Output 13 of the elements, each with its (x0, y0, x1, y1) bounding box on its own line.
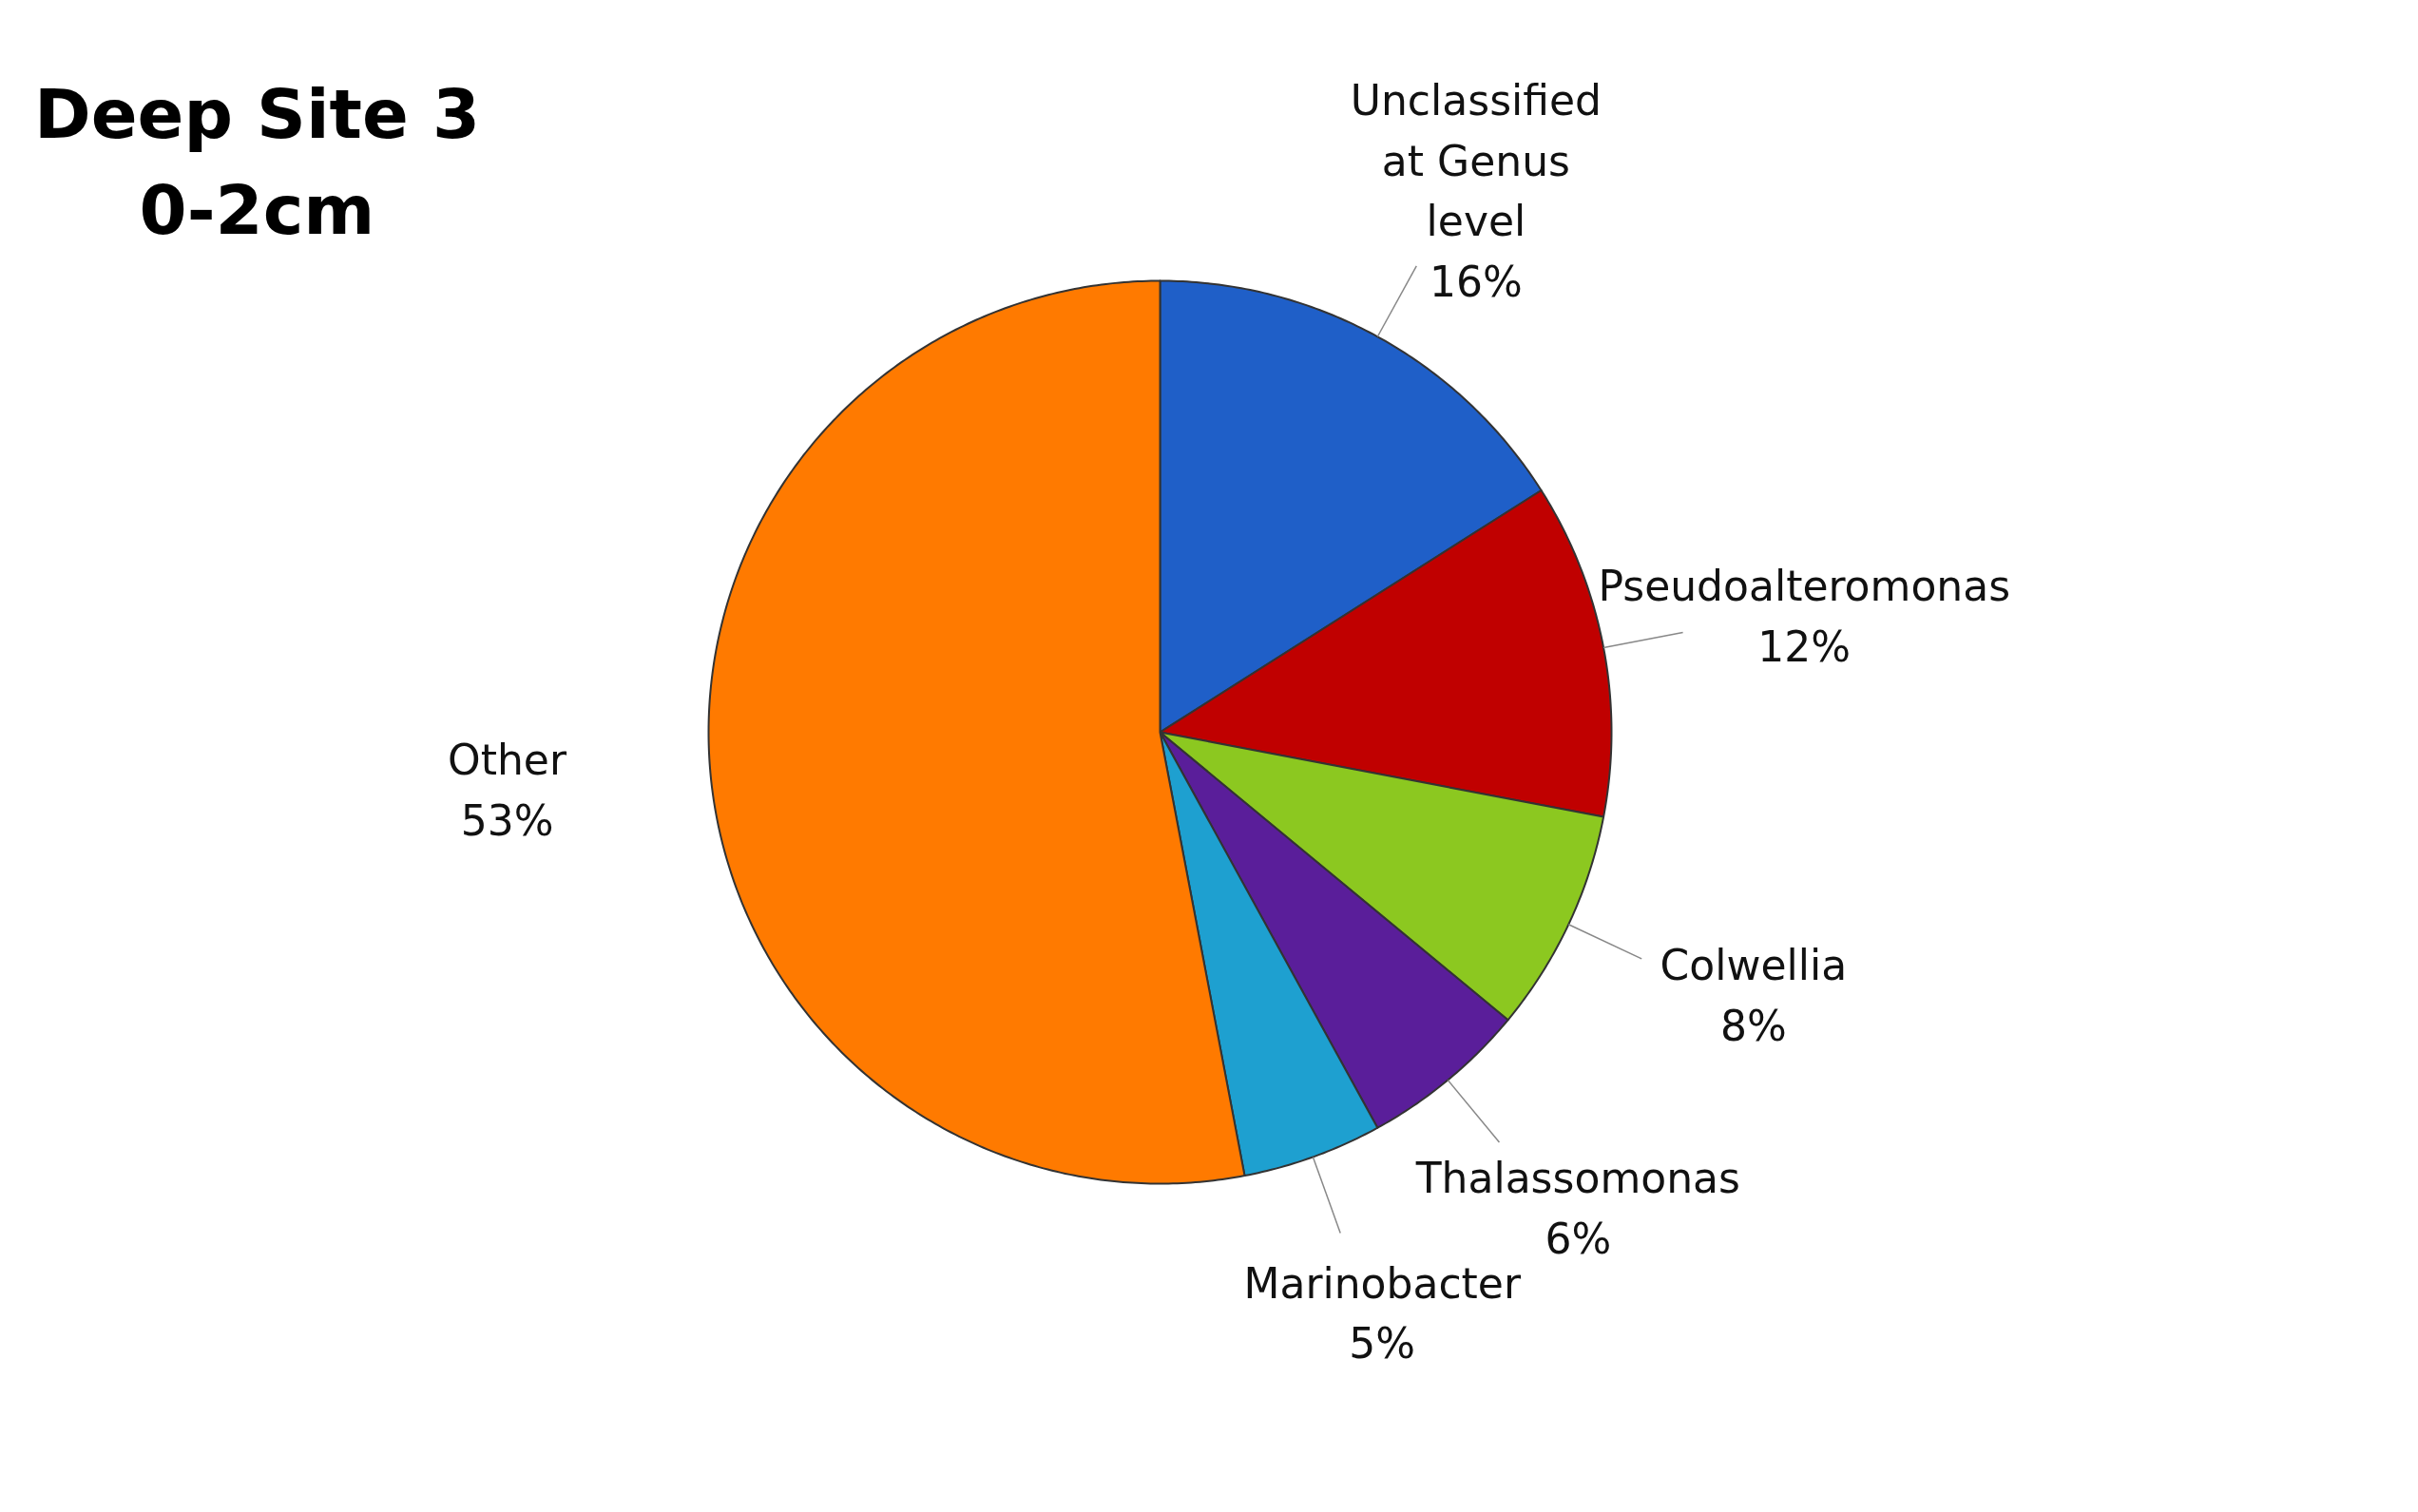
text: Deep Site 3 0-2cm (34, 74, 480, 250)
data-label: 8% (1719, 1001, 1787, 1050)
slice-label: Thalassomonas (1414, 1153, 1740, 1202)
slice-label: Marinobacter (1243, 1258, 1522, 1308)
data-label: 12% (1757, 622, 1852, 672)
data-label: 53% (460, 796, 554, 846)
slice-label: Colwellia (1660, 940, 1848, 989)
slice-label: Other (448, 736, 567, 785)
slice-label: Unclassified at Genus level (1350, 75, 1602, 246)
data-label: 5% (1349, 1319, 1416, 1368)
data-label: 16% (1430, 258, 1523, 307)
data-label: 6% (1545, 1214, 1612, 1263)
slice-label: Pseudoalteromonas (1598, 562, 2011, 611)
